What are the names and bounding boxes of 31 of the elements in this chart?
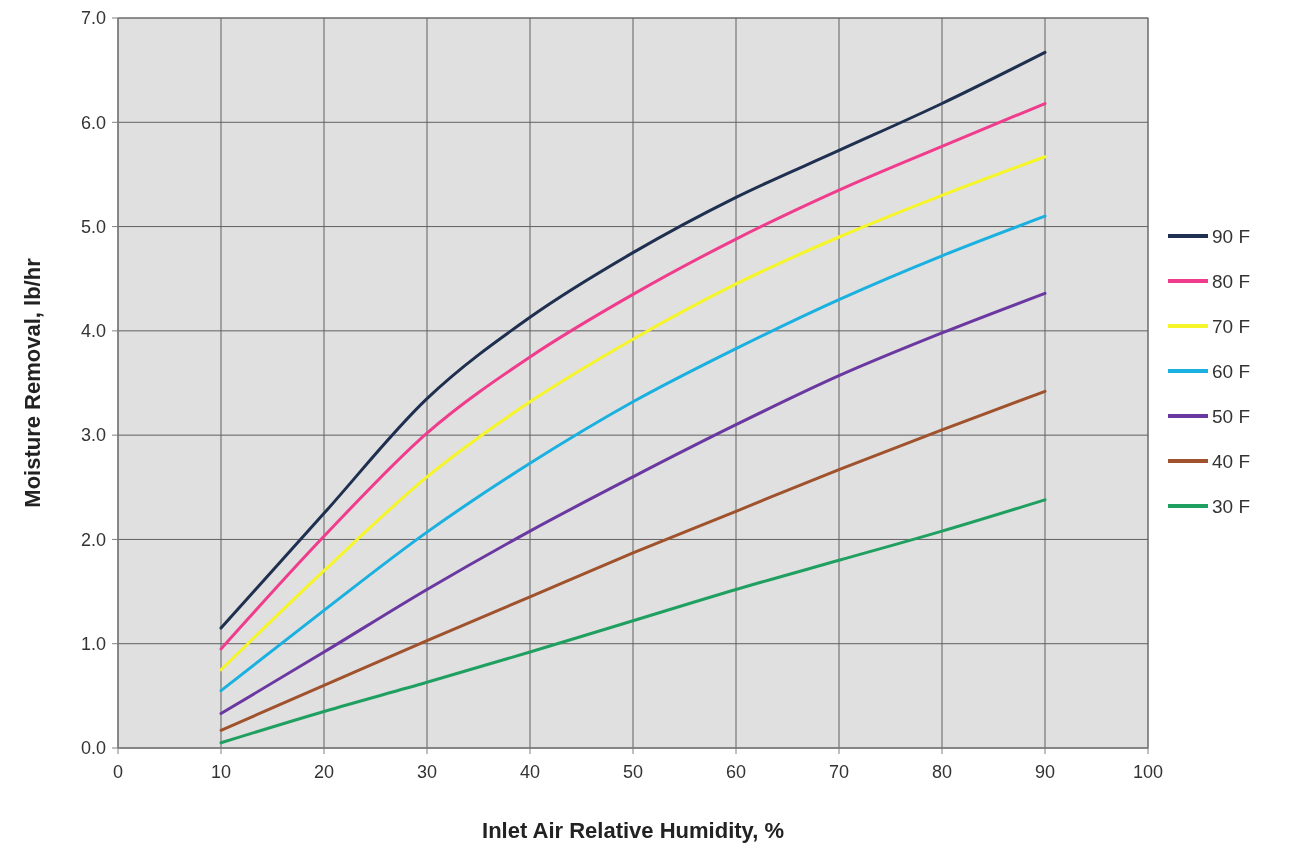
legend-label: 40 F [1212, 450, 1251, 472]
x-tick-label: 50 [622, 762, 644, 782]
line-series [219, 498, 1047, 745]
y-tick-label: 5.0 [80, 216, 106, 237]
y-tick-label: 2.0 [80, 529, 106, 550]
legend-label: 60 F [1212, 360, 1251, 382]
line-series [219, 389, 1047, 732]
y-tick-label: 7.0 [80, 8, 106, 29]
x-axis-title: Inlet Air Relative Humidity, % [482, 818, 784, 843]
x-tick-label: 100 [1132, 762, 1164, 782]
legend-label: 30 F [1212, 495, 1251, 517]
line-series [219, 291, 1047, 716]
y-tick-label: 3.0 [80, 425, 106, 446]
x-tick-label: 80 [931, 762, 953, 782]
x-tick-label: 20 [313, 762, 335, 782]
x-tick-label: 60 [725, 762, 747, 782]
y-tick-label: 4.0 [80, 321, 106, 342]
legend-label: 50 F [1212, 405, 1251, 427]
x-tick-label: 40 [519, 762, 541, 782]
y-tick-label: 0.0 [80, 738, 106, 759]
legend-label: 90 F [1212, 225, 1251, 247]
legend-label: 70 F [1212, 315, 1251, 337]
x-tick-label: 10 [210, 762, 232, 782]
y-tick-label: 1.0 [80, 634, 106, 655]
x-tick-label: 90 [1034, 762, 1056, 782]
x-tick-label: 70 [828, 762, 850, 782]
x-tick-label: 30 [416, 762, 438, 782]
y-axis-title: Moisture Removal, lb/hr [20, 257, 45, 508]
y-tick-label: 6.0 [80, 112, 106, 133]
legend-label: 80 F [1212, 270, 1251, 292]
x-tick-label: 0 [112, 762, 124, 782]
